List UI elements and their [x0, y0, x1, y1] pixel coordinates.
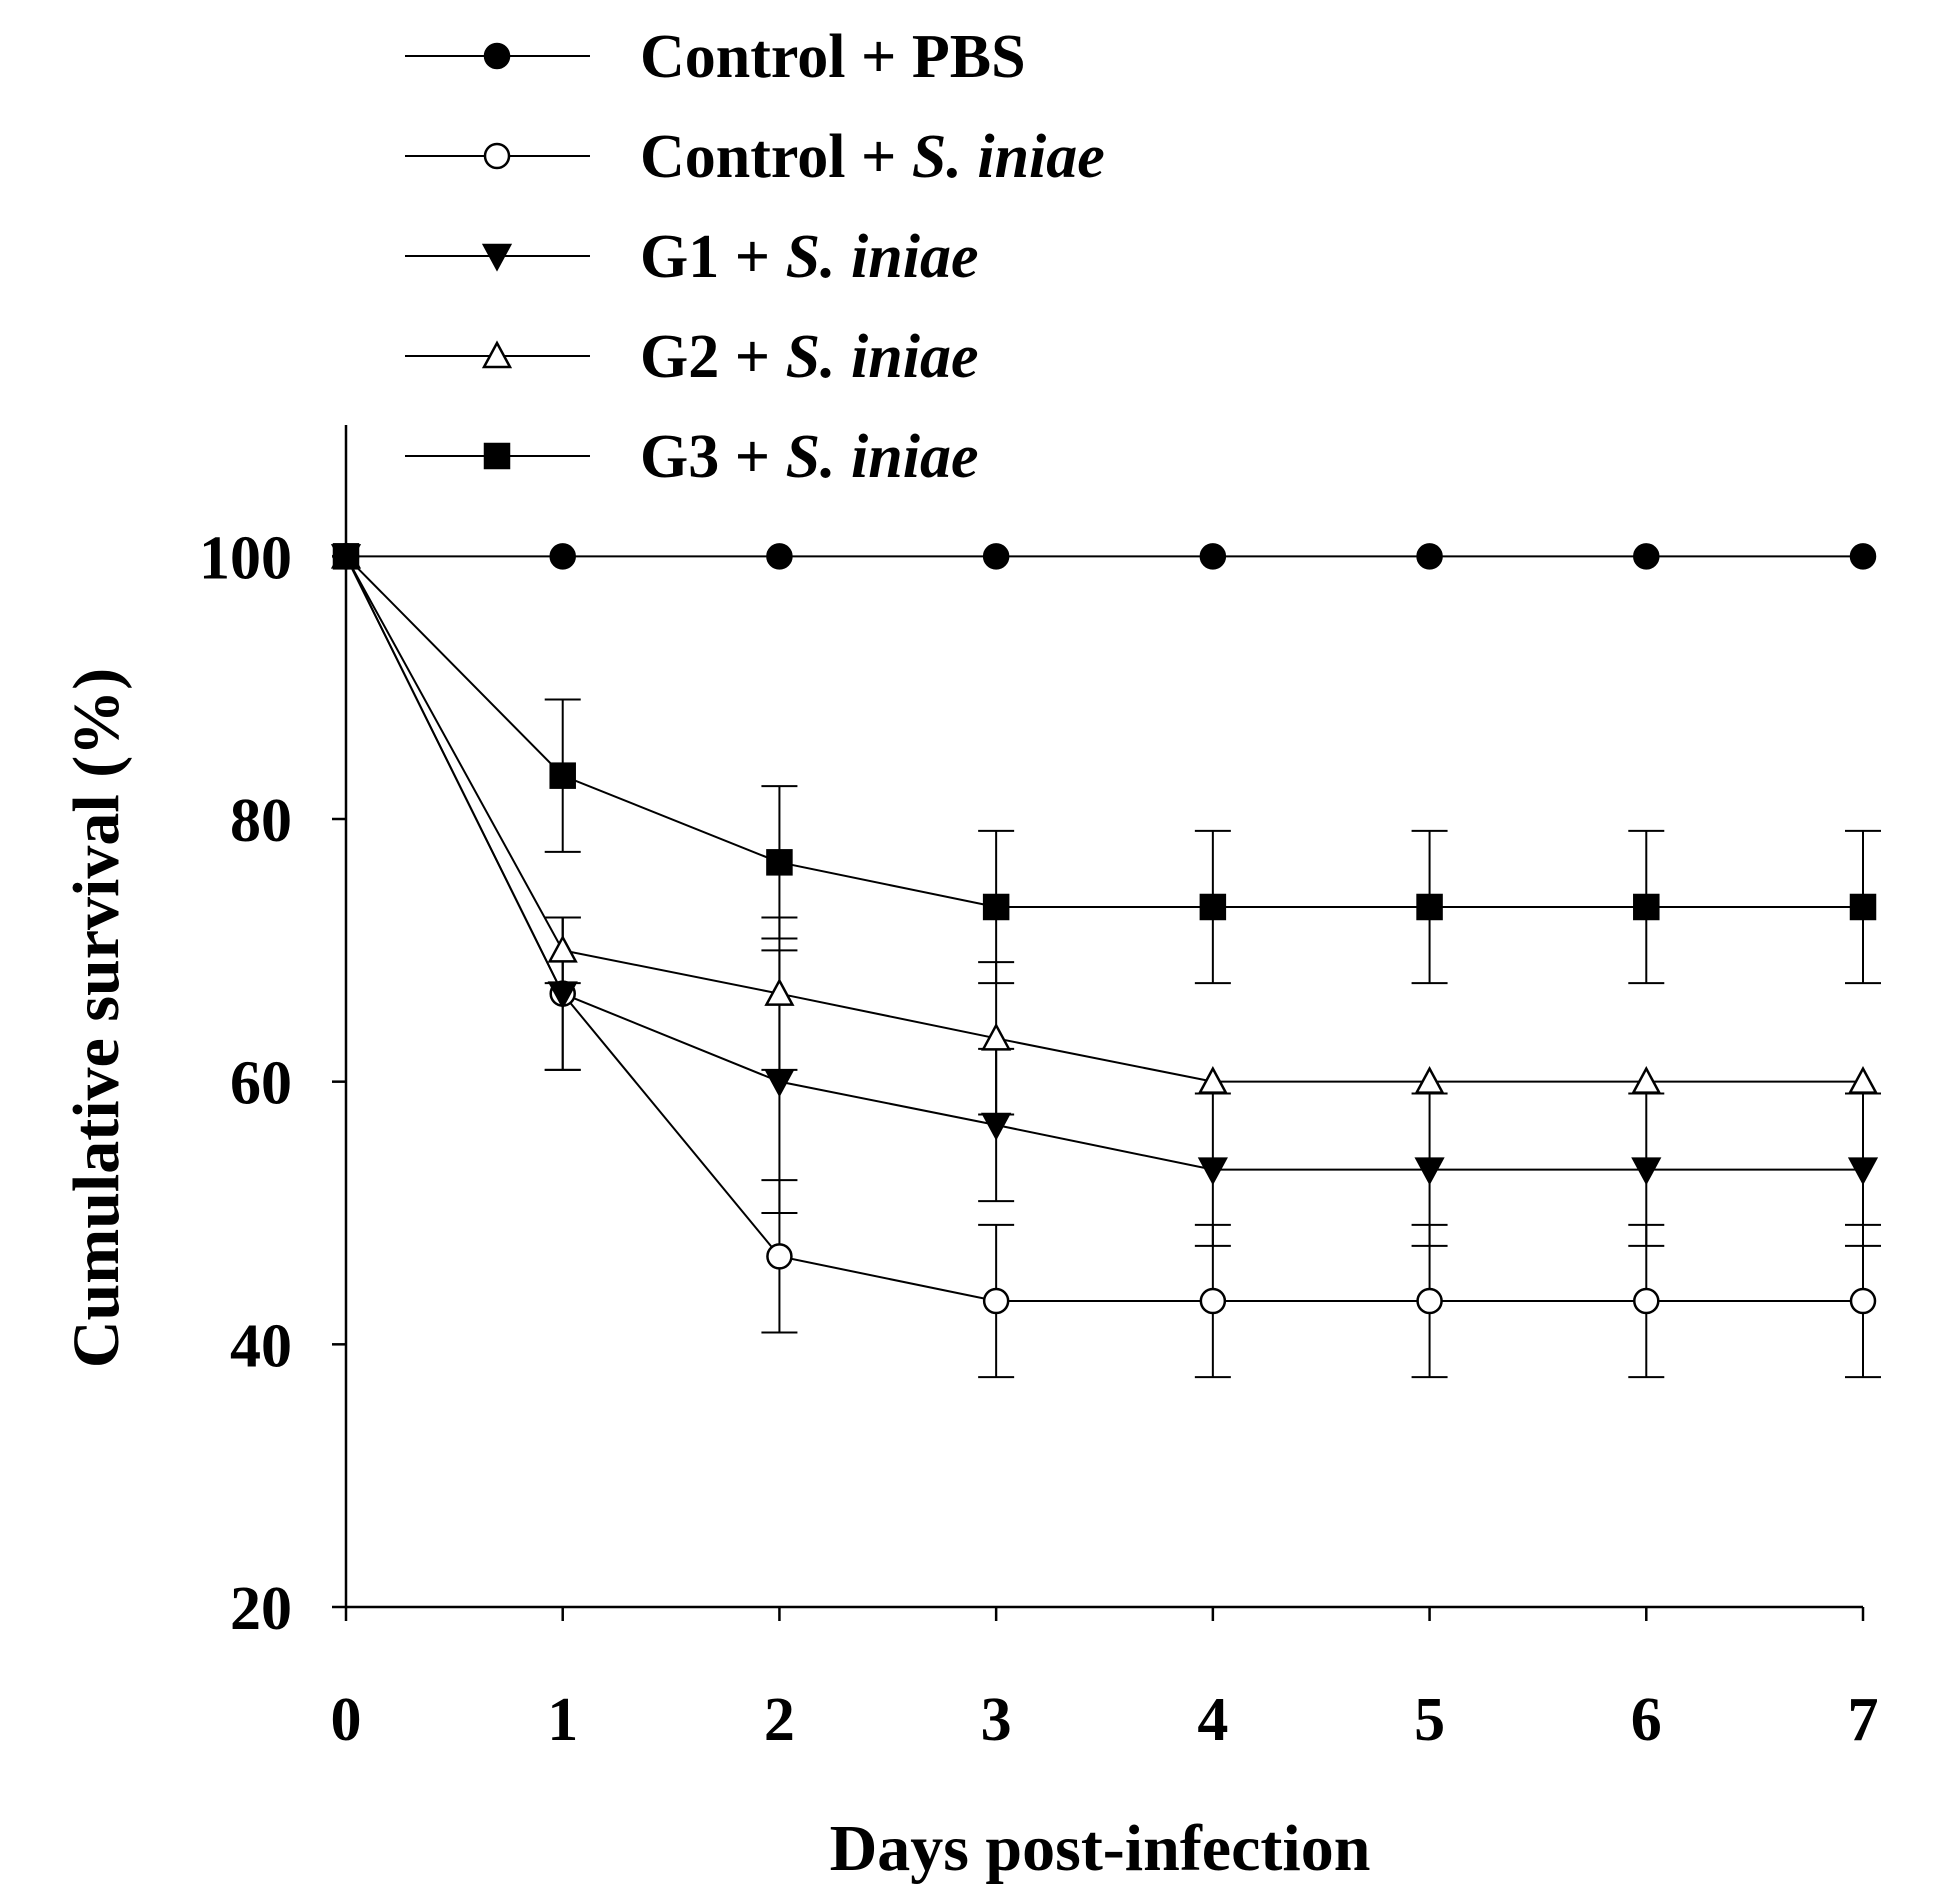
x-ticks: 0 1 2 3 4 5 6 7 — [331, 1607, 1879, 1754]
data-point — [1416, 1287, 1443, 1315]
legend-label-species: S. iniae — [786, 323, 979, 391]
data-point — [982, 543, 1010, 570]
x-tick-label: 5 — [1414, 1686, 1445, 1754]
legend-label-text: G3 + — [640, 423, 786, 491]
data-point — [764, 1069, 795, 1098]
legend-item: G1 + S. iniae — [405, 223, 979, 291]
legend-label-text: Control + — [640, 123, 912, 191]
series-lines — [345, 555, 1863, 1302]
y-tick-label: 80 — [230, 787, 292, 855]
x-tick-label: 6 — [1631, 1686, 1662, 1754]
data-point — [1633, 893, 1660, 921]
data-point — [1414, 1066, 1445, 1094]
data-point — [1849, 1287, 1877, 1315]
data-point — [981, 1022, 1012, 1051]
legend-marker — [483, 42, 511, 70]
legend-label-species: S. iniae — [912, 123, 1105, 191]
legend-label: G2 + S. iniae — [640, 323, 979, 391]
data-point — [1631, 1066, 1662, 1094]
x-tick-label: 3 — [981, 1686, 1012, 1754]
legend-label: G3 + S. iniae — [640, 423, 979, 491]
y-ticks: 20 40 60 80 100 — [199, 524, 346, 1643]
data-point — [982, 1287, 1010, 1315]
legend-marker — [483, 442, 511, 470]
legend-label: G1 + S. iniae — [640, 223, 979, 291]
y-tick-label: 100 — [199, 524, 292, 592]
legend-label-species: S. iniae — [786, 423, 979, 491]
data-point — [1416, 543, 1443, 570]
data-point — [1199, 893, 1227, 921]
series-line — [345, 555, 1863, 1083]
x-tick-label: 4 — [1197, 1686, 1228, 1754]
data-point — [766, 543, 793, 570]
x-axis-title: Days post-infection — [830, 1812, 1371, 1885]
x-tick-label: 2 — [764, 1686, 795, 1754]
data-point — [549, 762, 576, 789]
legend-marker — [483, 142, 511, 170]
y-tick-label: 60 — [230, 1050, 292, 1118]
legend-marker — [481, 243, 513, 272]
data-point — [1416, 893, 1443, 921]
data-point — [1414, 1157, 1445, 1186]
data-point — [1849, 543, 1877, 570]
data-point — [1633, 1287, 1660, 1315]
series-line — [345, 555, 1863, 1302]
legend-item: Control + S. iniae — [405, 123, 1105, 191]
data-point — [547, 934, 578, 963]
data-point — [549, 543, 576, 570]
error-bars — [544, 698, 1881, 1379]
plot-area — [330, 540, 1881, 1379]
data-point — [1199, 1287, 1227, 1315]
data-point — [764, 978, 795, 1006]
x-tick-label: 0 — [331, 1686, 362, 1754]
data-point — [766, 1243, 793, 1270]
data-point — [1631, 1157, 1662, 1186]
legend-label-species: S. iniae — [786, 223, 979, 291]
data-point — [1849, 893, 1877, 921]
x-tick-label: 7 — [1848, 1686, 1879, 1754]
legend-label-text: Control + PBS — [640, 23, 1026, 91]
legend-item: G2 + S. iniae — [405, 323, 979, 391]
y-tick-label: 40 — [230, 1312, 292, 1380]
legend-item: Control + PBS — [405, 23, 1026, 91]
axes: 20 40 60 80 100 0 1 2 3 4 5 6 7 Days post-infection… — [60, 425, 1879, 1885]
data-point — [1199, 543, 1227, 570]
data-point — [1197, 1066, 1228, 1094]
legend-label-text: G2 + — [640, 323, 786, 391]
y-axis-title: Cumulative survival (%) — [60, 668, 133, 1368]
data-point — [766, 849, 793, 876]
legend-label-text: G1 + — [640, 223, 786, 291]
y-tick-label: 20 — [230, 1575, 292, 1643]
data-point — [1633, 543, 1660, 570]
series-line — [345, 555, 1863, 1171]
data-point — [982, 893, 1010, 921]
markers — [330, 540, 1879, 1315]
series-line — [345, 555, 1863, 908]
data-point — [1847, 1066, 1879, 1094]
legend-label: Control + S. iniae — [640, 123, 1105, 191]
data-point — [1847, 1157, 1879, 1186]
data-point — [981, 1112, 1012, 1141]
x-tick-label: 1 — [547, 1686, 578, 1754]
data-point — [547, 981, 578, 1010]
legend-marker — [481, 340, 513, 369]
legend-item: G3 + S. iniae — [405, 423, 979, 491]
data-point — [1197, 1157, 1228, 1186]
legend-label: Control + PBS — [640, 23, 1026, 91]
